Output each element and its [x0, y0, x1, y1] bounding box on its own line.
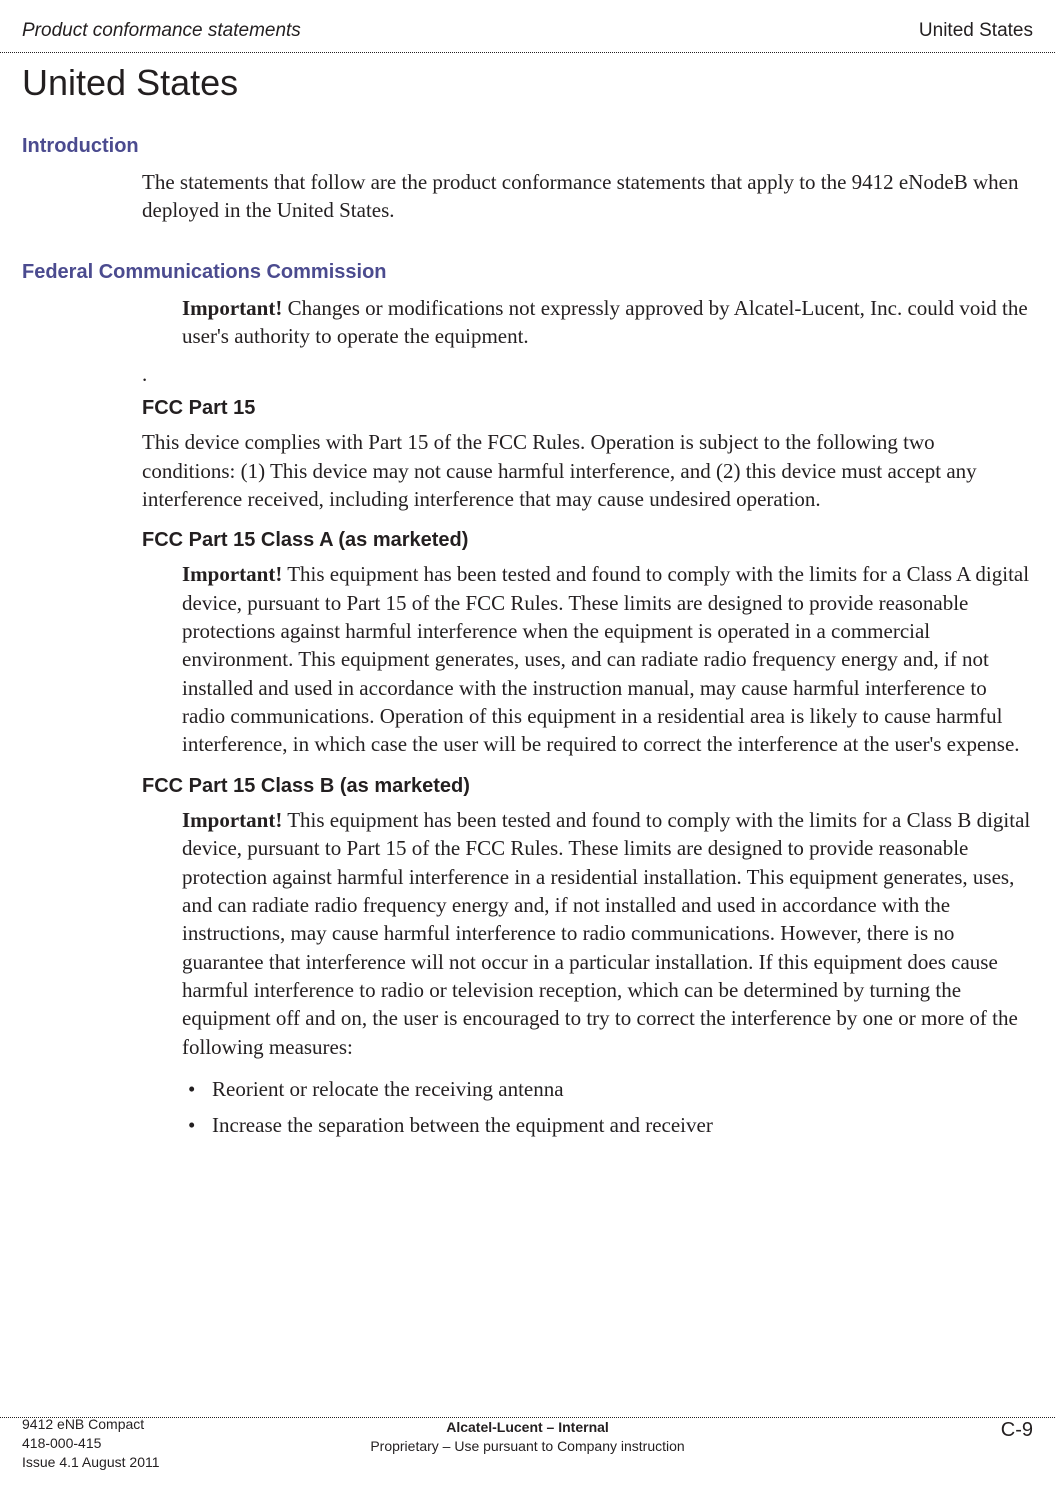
- top-rule: [0, 52, 1055, 53]
- bullet-item: Reorient or relocate the receiving anten…: [182, 1075, 1033, 1103]
- fcc-heading: Federal Communications Commission: [22, 261, 1033, 284]
- fcc-part15-heading: FCC Part 15: [142, 395, 1033, 422]
- lone-dot: .: [142, 364, 1033, 385]
- fcc-classB-heading: FCC Part 15 Class B (as marketed): [142, 773, 1033, 800]
- intro-text: The statements that follow are the produ…: [142, 168, 1033, 225]
- footer-center: Alcatel-Lucent – Internal Proprietary – …: [22, 1418, 1033, 1456]
- bullet-item: Increase the separation between the equi…: [182, 1111, 1033, 1139]
- fcc-classA-para: Important! This equipment has been teste…: [182, 560, 1033, 758]
- footer-right: C-9: [1001, 1419, 1033, 1442]
- footer-center-line2: Proprietary – Use pursuant to Company in…: [22, 1437, 1033, 1456]
- classA-text: This equipment has been tested and found…: [182, 562, 1029, 756]
- intro-heading: Introduction: [22, 135, 1033, 158]
- classB-bullets: Reorient or relocate the receiving anten…: [182, 1075, 1033, 1140]
- page-title: United States: [22, 62, 238, 104]
- fcc-classA-heading: FCC Part 15 Class A (as marketed): [142, 527, 1033, 554]
- content: Introduction The statements that follow …: [22, 135, 1033, 1148]
- header-right: United States: [919, 20, 1033, 42]
- footer-center-line1: Alcatel-Lucent – Internal: [22, 1418, 1033, 1437]
- fcc-part15-text: This device complies with Part 15 of the…: [142, 428, 1033, 513]
- header-left: Product conformance statements: [22, 20, 301, 42]
- fcc-important-text: Changes or modifications not expressly a…: [182, 296, 1028, 348]
- classB-text: This equipment has been tested and found…: [182, 808, 1030, 1059]
- important-label: Important!: [182, 296, 282, 320]
- page: Product conformance statements United St…: [0, 0, 1055, 1490]
- classA-important-label: Important!: [182, 562, 282, 586]
- fcc-important: Important! Changes or modifications not …: [182, 294, 1033, 351]
- fcc-classB-para: Important! This equipment has been teste…: [182, 806, 1033, 1061]
- classB-important-label: Important!: [182, 808, 282, 832]
